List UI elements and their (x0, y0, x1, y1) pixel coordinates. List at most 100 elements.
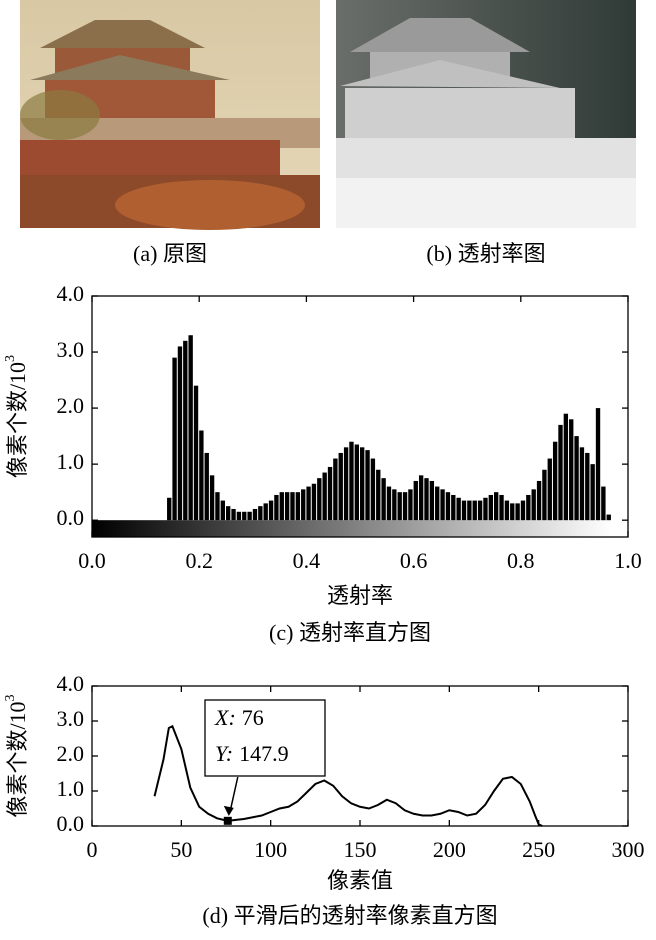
bar (601, 486, 606, 521)
bar (242, 511, 247, 521)
bar (499, 494, 504, 521)
bar (274, 494, 279, 521)
annotation-y-label: Y: (215, 741, 233, 766)
bar (360, 447, 365, 521)
y-tick-label: 1.0 (57, 776, 85, 801)
bar (456, 497, 461, 521)
annotation-arrow (229, 776, 239, 813)
bar (440, 489, 445, 521)
y-axis-label: 像素个数/103 (3, 355, 30, 478)
bar (579, 447, 585, 521)
plot-frame (91, 685, 629, 827)
y-tick-label: 2.0 (57, 741, 85, 766)
bar (252, 508, 258, 521)
bar (418, 475, 424, 521)
bar (424, 478, 429, 521)
photo-transmission (336, 0, 636, 228)
bar (429, 480, 435, 521)
bar (563, 413, 569, 521)
y-tick-label: 1.0 (57, 449, 85, 474)
x-tick-label: 50 (170, 837, 192, 862)
bar (327, 466, 333, 521)
bar (483, 497, 488, 521)
bar (279, 492, 284, 521)
bar (338, 452, 343, 521)
bar (349, 441, 354, 521)
bar (520, 500, 526, 521)
bar (402, 492, 408, 521)
x-tick-label: 200 (433, 837, 466, 862)
image-caption: (b) 透射率图 (426, 241, 545, 266)
y-axis-label-text: 像素个数/10 (5, 701, 30, 817)
x-tick-label: 0.4 (293, 548, 321, 573)
y-tick-label: 4.0 (57, 281, 85, 306)
arrow-head (223, 805, 234, 816)
bar (413, 480, 418, 521)
bar (381, 478, 386, 521)
bar (376, 469, 381, 521)
y-axis-label-text: 像素个数/10 (5, 362, 30, 478)
bar (435, 486, 440, 521)
bar (209, 475, 215, 521)
bar (295, 492, 301, 521)
bar (268, 500, 274, 521)
x-tick-label: 100 (254, 837, 287, 862)
bar (397, 492, 402, 521)
colorbar (92, 520, 612, 537)
bar (585, 452, 590, 521)
bar (472, 500, 477, 521)
plot-frame (91, 295, 629, 538)
bar (365, 450, 370, 521)
bar (461, 500, 467, 521)
annotation-text: X: 76 (214, 705, 264, 730)
bar (536, 480, 542, 521)
bar (215, 492, 220, 521)
bar (183, 340, 188, 521)
bar (515, 503, 520, 521)
y-tick-label: 0.0 (57, 505, 85, 530)
x-tick-label: 0.8 (507, 548, 535, 573)
annotation-text: Y: 147.9 (215, 741, 289, 766)
bar (477, 500, 483, 521)
bar (504, 500, 510, 521)
annotation-box (204, 699, 326, 777)
bar (263, 503, 268, 521)
bar (306, 486, 311, 521)
bar (236, 511, 242, 521)
bar (392, 489, 397, 521)
x-tick-label: 0.6 (400, 548, 428, 573)
bar (574, 436, 579, 521)
data-point-marker (223, 816, 232, 825)
bar (177, 346, 183, 521)
x-tick-label: 1.0 (614, 548, 642, 573)
x-tick-label: 0.2 (185, 548, 213, 573)
x-tick-label: 0 (87, 837, 98, 862)
y-axis-label-exponent: 3 (3, 694, 18, 701)
y-axis-label-exponent: 3 (3, 355, 18, 362)
bar (301, 489, 306, 521)
bar (488, 494, 493, 521)
bar (531, 489, 536, 521)
photo-original (20, 0, 320, 230)
y-tick-label: 4.0 (57, 671, 85, 696)
bar (247, 511, 252, 521)
histogram-chart: 0.0 1.0 2.0 3.0 4.0 0.0 0.2 0.4 0.6 0.8 1.0 透射率 (c) … (3, 281, 642, 645)
bar (172, 357, 177, 521)
y-tick-label: 3.0 (57, 337, 85, 362)
y-tick-label: 2.0 (57, 393, 85, 418)
bar (386, 486, 392, 521)
y-axis-label: 像素个数/103 (3, 694, 30, 817)
bar (408, 489, 413, 521)
bar (510, 503, 515, 521)
bar (167, 497, 172, 521)
annotation-y-value: 147.9 (239, 741, 289, 766)
line-chart: 0.0 1.0 2.0 3.0 4.0 0 50 100 150 200 250 300 像素值 (d) … (3, 671, 644, 928)
y-tick-label: 0.0 (57, 811, 85, 836)
x-tick-label: 300 (612, 837, 645, 862)
bar (199, 430, 204, 521)
bar (284, 492, 290, 521)
bar (370, 458, 376, 521)
bar (542, 469, 547, 521)
bar (569, 419, 574, 521)
image-caption: (a) 原图 (133, 241, 207, 266)
